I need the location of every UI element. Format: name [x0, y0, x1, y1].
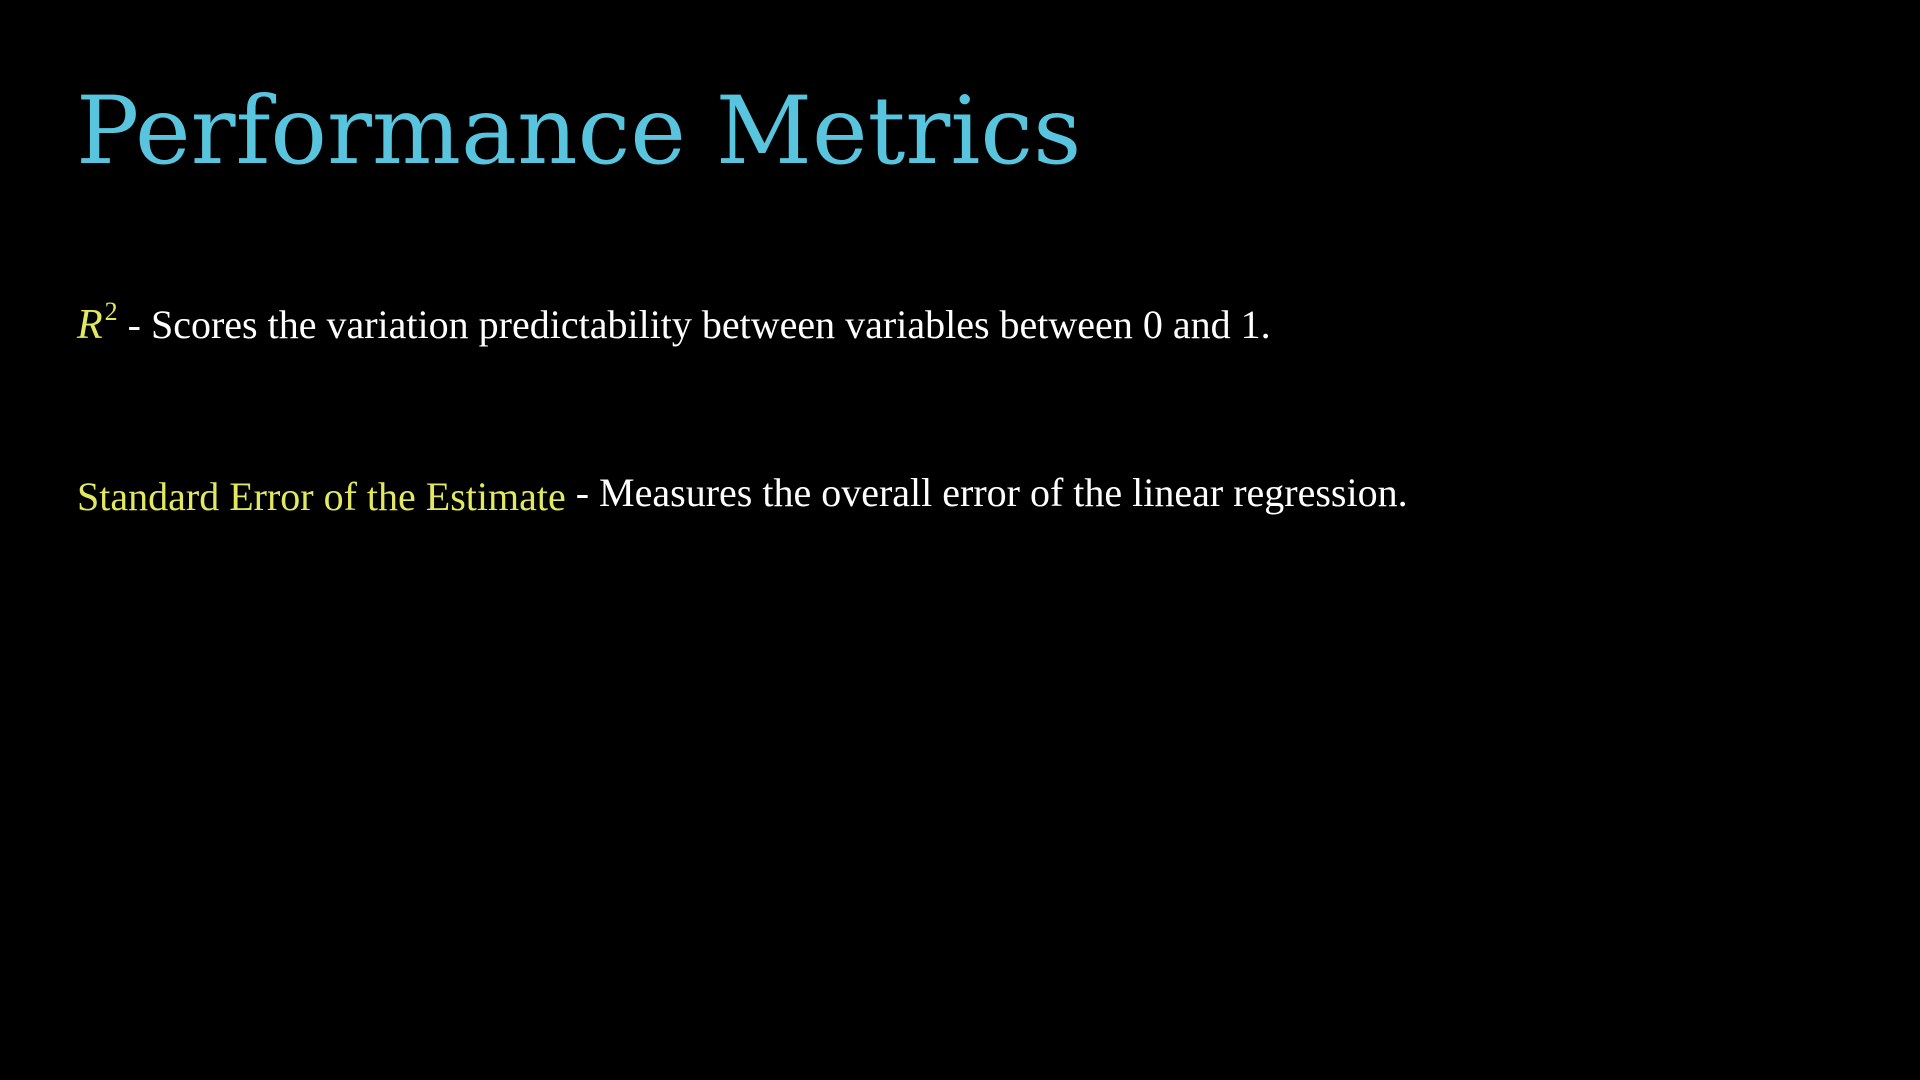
r-squared-exponent: 2: [104, 297, 118, 326]
standard-error-description: - Measures the overall error of the line…: [575, 470, 1408, 515]
standard-error-term: Standard Error of the Estimate: [77, 474, 566, 519]
metric-r-squared: R2 - Scores the variation predictability…: [77, 296, 1271, 350]
r-squared-base: R: [77, 302, 103, 348]
metric-standard-error: Standard Error of the Estimate - Measure…: [77, 469, 1408, 519]
r-squared-term: R2: [77, 297, 118, 348]
slide-title: Performance Metrics: [76, 77, 1082, 186]
r-squared-description: - Scores the variation predictability be…: [127, 302, 1271, 347]
